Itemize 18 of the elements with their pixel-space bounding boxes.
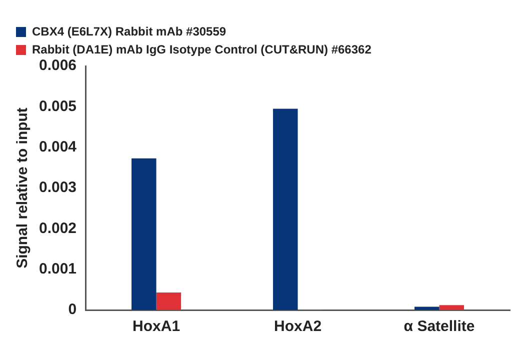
y-tick-label: 0 bbox=[68, 301, 77, 318]
y-axis-title: Signal relative to input bbox=[14, 108, 32, 268]
y-tick-label: 0.004 bbox=[38, 138, 78, 156]
x-tick-label: HoxA1 bbox=[132, 318, 180, 336]
y-tick-label: 0.005 bbox=[38, 98, 77, 115]
legend-label: Rabbit (DA1E) mAb IgG Isotype Control (CUT&RUN) #66362 bbox=[32, 42, 372, 56]
y-tick-label: 0.002 bbox=[38, 220, 77, 237]
x-tick-label: α Satellite bbox=[404, 318, 475, 336]
y-tick-label: 0.006 bbox=[38, 57, 77, 74]
bar bbox=[273, 108, 298, 310]
bar bbox=[156, 292, 182, 310]
y-tick-label: 0.001 bbox=[38, 260, 77, 278]
bar bbox=[132, 158, 156, 310]
bar bbox=[414, 306, 440, 310]
y-tick-label: 0.003 bbox=[38, 179, 77, 196]
bar bbox=[439, 305, 464, 310]
x-tick-label: HoxA2 bbox=[274, 318, 322, 336]
legend-label: CBX4 (E6L7X) Rabbit mAb #30559 bbox=[32, 24, 226, 38]
